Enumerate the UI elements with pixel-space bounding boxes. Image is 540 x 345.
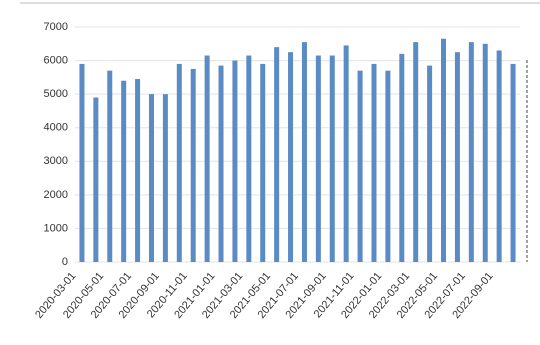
bar: [385, 70, 391, 263]
bar: [329, 55, 335, 263]
bar: [357, 70, 363, 263]
bar: [427, 65, 433, 262]
bar: [79, 63, 85, 262]
y-tick-label: 4000: [44, 122, 68, 134]
bar: [121, 80, 127, 262]
y-tick-label: 6000: [44, 54, 68, 66]
bar: [482, 43, 488, 263]
bar: [232, 60, 238, 263]
bar: [315, 55, 321, 263]
bar: [107, 70, 113, 263]
bar: [204, 55, 210, 263]
bar: [148, 94, 154, 263]
bar: [343, 45, 349, 262]
y-tick-label: 0: [62, 256, 68, 268]
bar: [496, 50, 502, 262]
bar: [399, 53, 405, 262]
y-tick-label: 5000: [44, 88, 68, 100]
bar: [176, 63, 182, 262]
bar: [371, 63, 377, 262]
bar: [218, 65, 224, 262]
bar: [454, 52, 460, 262]
y-tick-label: 3000: [44, 155, 68, 167]
bar: [441, 38, 447, 262]
bar: [246, 55, 252, 263]
bar: [162, 94, 168, 263]
bar: [288, 52, 294, 262]
bar: [93, 97, 99, 262]
y-tick-label: 1000: [44, 222, 68, 234]
bar: [301, 42, 307, 262]
y-tick-label: 2000: [44, 189, 68, 201]
bar: [260, 63, 266, 262]
bar: [413, 42, 419, 262]
bar: [510, 63, 516, 262]
y-tick-label: 7000: [44, 21, 68, 33]
bar: [190, 68, 196, 262]
bar: [468, 42, 474, 262]
bar: [274, 47, 280, 263]
bar: [135, 79, 141, 263]
